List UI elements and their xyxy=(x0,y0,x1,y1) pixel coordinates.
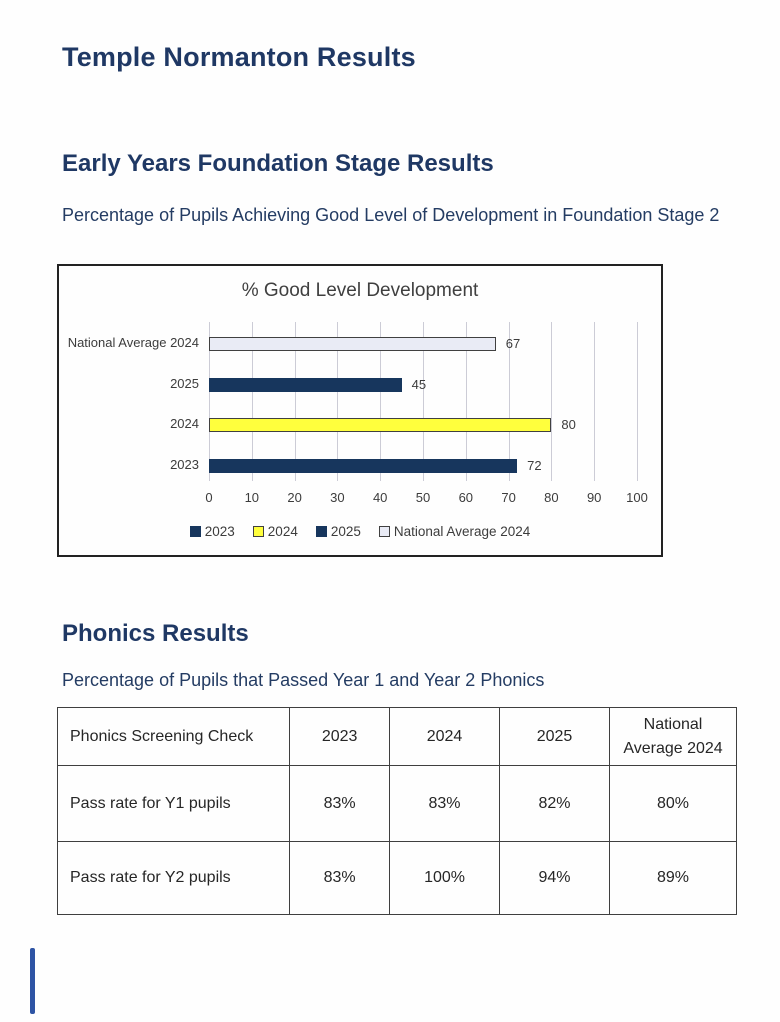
chart-gridline xyxy=(294,322,296,481)
phonics-results-table: Phonics Screening Check 2023 2024 2025 N… xyxy=(56,707,737,915)
table-header-2023: 2023 xyxy=(289,707,391,766)
chart-gridline xyxy=(465,322,467,481)
row-label-y2: Pass rate for Y2 pupils xyxy=(56,841,291,915)
phonics-section-heading: Phonics Results xyxy=(62,620,249,647)
row-label-y1: Pass rate for Y1 pupils xyxy=(56,765,291,842)
x-axis-tick-label: 70 xyxy=(501,490,516,505)
bar-category-label-2024: 2024 xyxy=(170,416,199,431)
chart-gridline xyxy=(594,322,596,481)
legend-label-2023: 2023 xyxy=(204,524,235,539)
bar-category-label-2023: 2023 xyxy=(170,456,199,472)
table-row: Pass rate for Y1 pupils 83% 83% 82% 80% xyxy=(56,765,737,842)
x-axis-tick-label: 60 xyxy=(458,490,474,505)
x-axis-tick-label: 10 xyxy=(244,490,260,505)
chart-gridline xyxy=(637,322,638,481)
y2-2024-value: 100% xyxy=(389,841,501,915)
legend-item-2023: 2023 xyxy=(189,524,235,539)
bar-value-label-2023: 72 xyxy=(527,457,542,473)
chart-title: % Good Level Development xyxy=(241,280,479,301)
table-header-row: Phonics Screening Check 2023 2024 2025 N… xyxy=(56,707,737,766)
y1-2023-value: 83% xyxy=(289,765,391,842)
chart-gridline xyxy=(508,322,510,481)
bar-category-label-national-average-2024: National Average 2024 xyxy=(67,335,199,350)
legend-swatch-2025 xyxy=(315,526,327,537)
scan-artifact-blue-mark xyxy=(30,948,35,1014)
x-axis-tick-label: 80 xyxy=(544,490,559,505)
legend-label-national-average-2024: National Average 2024 xyxy=(393,524,531,539)
bar-value-label-2025: 45 xyxy=(411,376,427,392)
y1-national-average-value: 80% xyxy=(609,765,737,842)
chart-gridline xyxy=(251,322,253,481)
table-header-2024: 2024 xyxy=(389,707,501,766)
legend-item-national-average-2024: National Average 2024 xyxy=(378,524,531,539)
legend-swatch-2024 xyxy=(252,526,264,537)
chart-plot-area: 0 10 20 30 40 50 60 70 80 90 100 National Average 2… xyxy=(59,318,661,518)
chart-gridline xyxy=(423,322,424,481)
bar-national-average-2024 xyxy=(209,337,496,351)
table-header-check: Phonics Screening Check xyxy=(56,707,291,766)
chart-legend: 2023 2024 2025 National Average 2024 xyxy=(59,524,661,539)
y2-2023-value: 83% xyxy=(289,841,391,915)
bar-value-label-2024: 80 xyxy=(561,417,576,432)
table-header-2025: 2025 xyxy=(499,707,610,766)
y1-2024-value: 83% xyxy=(389,765,501,842)
legend-item-2025: 2025 xyxy=(315,524,361,539)
bar-2023 xyxy=(209,458,518,473)
x-axis-tick-label: 0 xyxy=(205,490,213,505)
bar-category-label-2025: 2025 xyxy=(170,375,199,391)
table-header-national-average: National Average 2024 xyxy=(609,707,737,766)
x-axis-tick-label: 90 xyxy=(586,490,602,505)
bar-2024 xyxy=(209,418,552,432)
legend-label-2025: 2025 xyxy=(330,524,361,539)
bar-2025 xyxy=(209,377,402,392)
bar-value-label-national-average-2024: 67 xyxy=(505,336,521,351)
x-axis-tick-label: 100 xyxy=(626,490,648,505)
x-axis-tick-label: 20 xyxy=(287,490,302,505)
chart-gridline xyxy=(209,322,210,481)
gld-bar-chart: % Good Level Development 0 10 20 30 40 50 60 70… xyxy=(57,264,663,557)
table-row: Pass rate for Y2 pupils 83% 100% 94% 89% xyxy=(56,841,737,915)
y2-2025-value: 94% xyxy=(499,841,610,915)
legend-swatch-national-average-2024 xyxy=(378,526,390,537)
eyfs-section-subtitle: Percentage of Pupils Achieving Good Leve… xyxy=(62,205,720,225)
phonics-section-subtitle: Percentage of Pupils that Passed Year 1 … xyxy=(62,670,545,690)
legend-item-2024: 2024 xyxy=(252,524,298,539)
page-title: Temple Normanton Results xyxy=(62,42,416,72)
x-axis-tick-label: 40 xyxy=(372,490,388,505)
y1-2025-value: 82% xyxy=(499,765,610,842)
x-axis-tick-label: 30 xyxy=(330,490,345,505)
y2-national-average-value: 89% xyxy=(609,841,737,915)
chart-gridline xyxy=(380,322,382,481)
x-axis-tick-label: 50 xyxy=(415,490,431,505)
legend-label-2024: 2024 xyxy=(267,524,298,539)
eyfs-section-heading: Early Years Foundation Stage Results xyxy=(62,150,494,177)
chart-gridline xyxy=(551,322,553,481)
chart-gridline xyxy=(337,322,339,481)
legend-swatch-2023 xyxy=(189,526,201,537)
